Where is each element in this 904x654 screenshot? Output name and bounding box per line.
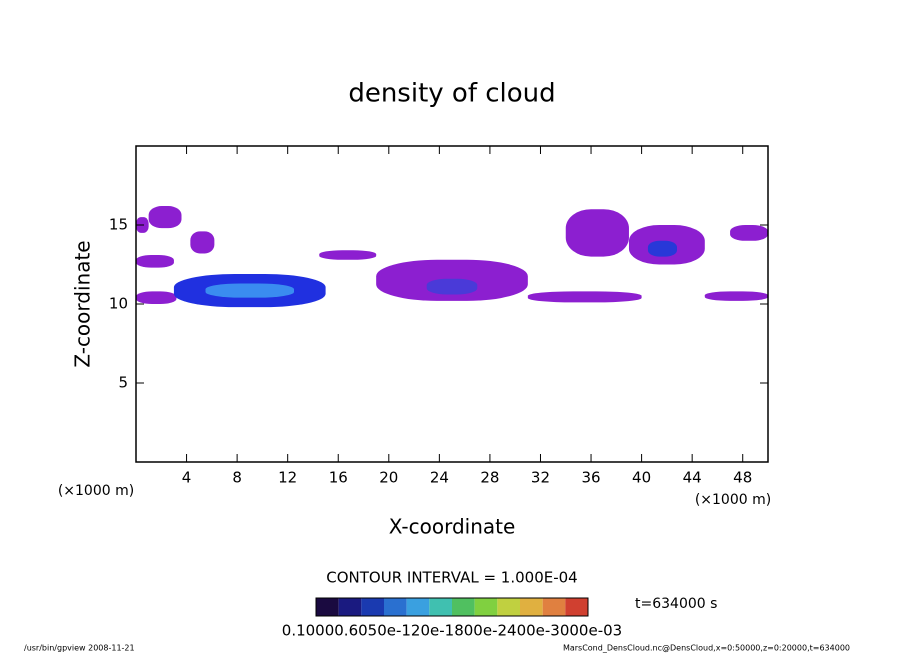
x-tick-label: 4 bbox=[182, 469, 192, 487]
footer-right: MarsCond_DensCloud.nc@DensCloud,x=0:5000… bbox=[563, 644, 850, 653]
cloud-region bbox=[136, 291, 177, 304]
cloud-region bbox=[205, 283, 294, 298]
time-label: t=634000 s bbox=[635, 596, 717, 612]
colorbar-label: 0.10000.6050e-120e-1800e-2400e-3000e-03 bbox=[282, 622, 622, 640]
colorbar-swatch bbox=[452, 598, 475, 616]
y-tick-label: 15 bbox=[109, 216, 128, 234]
x-unit-label: (×1000 m) bbox=[695, 492, 771, 508]
x-tick-label: 8 bbox=[232, 469, 242, 487]
colorbar-swatch bbox=[474, 598, 498, 616]
x-tick-label: 16 bbox=[329, 469, 348, 487]
cloud-region bbox=[647, 240, 677, 257]
footer-left: /usr/bin/gpview 2008-11-21 bbox=[24, 644, 135, 653]
x-tick-label: 32 bbox=[531, 469, 550, 487]
cloud-region bbox=[148, 206, 182, 229]
y-tick-label: 10 bbox=[109, 295, 128, 313]
colorbar-swatch bbox=[542, 598, 566, 616]
colorbar-swatch bbox=[429, 598, 452, 616]
x-tick-label: 40 bbox=[632, 469, 651, 487]
cloud-region bbox=[704, 291, 768, 301]
colorbar-swatch bbox=[384, 598, 407, 616]
cloud-region bbox=[426, 278, 478, 295]
colorbar-swatch bbox=[361, 598, 384, 616]
colorbar-frame bbox=[315, 597, 589, 617]
y-tick-label: 5 bbox=[118, 374, 128, 392]
colorbar-swatch bbox=[520, 598, 543, 616]
x-tick-label: 28 bbox=[480, 469, 499, 487]
cloud-region bbox=[136, 255, 174, 268]
colorbar-swatch bbox=[497, 598, 520, 616]
x-tick-label: 36 bbox=[581, 469, 600, 487]
x-tick-label: 12 bbox=[278, 469, 297, 487]
x-tick-label: 20 bbox=[379, 469, 398, 487]
x-tick-label: 48 bbox=[733, 469, 752, 487]
x-tick-label: 24 bbox=[430, 469, 449, 487]
y-axis-label: Z-coordinate bbox=[71, 240, 95, 367]
colorbar-swatch bbox=[406, 598, 430, 616]
cloud-region bbox=[565, 209, 629, 257]
x-tick-label: 44 bbox=[683, 469, 702, 487]
chart-title: density of cloud bbox=[348, 79, 555, 109]
contour-interval: CONTOUR INTERVAL = 1.000E-04 bbox=[326, 569, 577, 587]
colorbar-swatch bbox=[316, 598, 339, 616]
y-unit-label: (×1000 m) bbox=[58, 483, 134, 499]
x-axis-label: X-coordinate bbox=[389, 515, 516, 539]
colorbar-swatch bbox=[338, 598, 362, 616]
cloud-region bbox=[730, 225, 768, 241]
cloud-region bbox=[527, 291, 642, 303]
colorbar-swatch bbox=[565, 598, 588, 616]
cloud-region bbox=[319, 250, 377, 260]
cloud-region bbox=[190, 231, 215, 254]
